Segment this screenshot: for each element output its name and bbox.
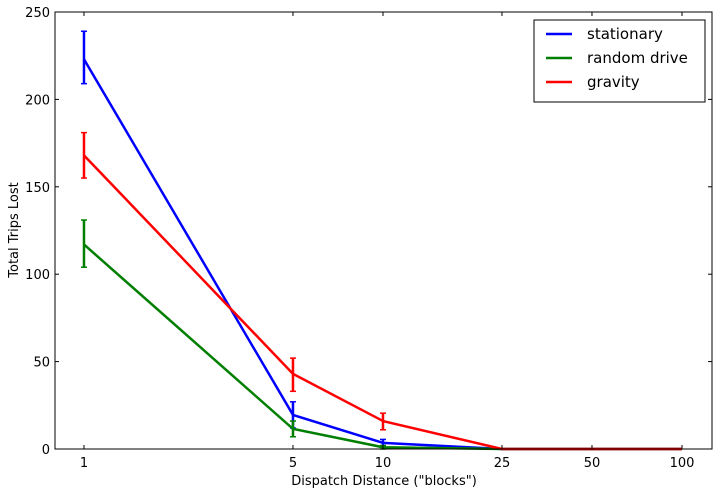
series-line bbox=[82, 58, 682, 451]
y-axis-label: Total Trips Lost bbox=[7, 182, 22, 278]
x-tick-label: 5 bbox=[289, 456, 297, 471]
x-axis: 1 5 10 25 50 100 bbox=[80, 12, 695, 471]
y-axis: 0 50 100 150 200 250 bbox=[25, 6, 712, 458]
x-axis-label: Dispatch Distance ("blocks") bbox=[291, 474, 477, 489]
plot-frame bbox=[54, 11, 713, 450]
y-tick-label: 150 bbox=[25, 181, 50, 196]
x-tick-label: 1 bbox=[80, 456, 88, 471]
series-random-drive bbox=[80, 219, 682, 451]
legend-label: random drive bbox=[587, 49, 688, 67]
y-tick-label: 0 bbox=[42, 443, 50, 458]
y-tick-label: 50 bbox=[33, 356, 50, 371]
x-tick-label: 25 bbox=[494, 456, 511, 471]
legend: stationary random drive gravity bbox=[533, 19, 706, 103]
x-tick-label: 10 bbox=[375, 456, 392, 471]
series-gravity bbox=[80, 131, 682, 451]
legend-label: stationary bbox=[587, 25, 663, 43]
y-tick-label: 200 bbox=[25, 93, 50, 108]
x-tick-label: 50 bbox=[584, 456, 601, 471]
x-tick-label: 100 bbox=[670, 456, 695, 471]
y-tick-label: 100 bbox=[25, 268, 50, 283]
y-tick-label: 250 bbox=[25, 6, 50, 21]
legend-label: gravity bbox=[587, 73, 640, 91]
series-line bbox=[83, 154, 682, 451]
